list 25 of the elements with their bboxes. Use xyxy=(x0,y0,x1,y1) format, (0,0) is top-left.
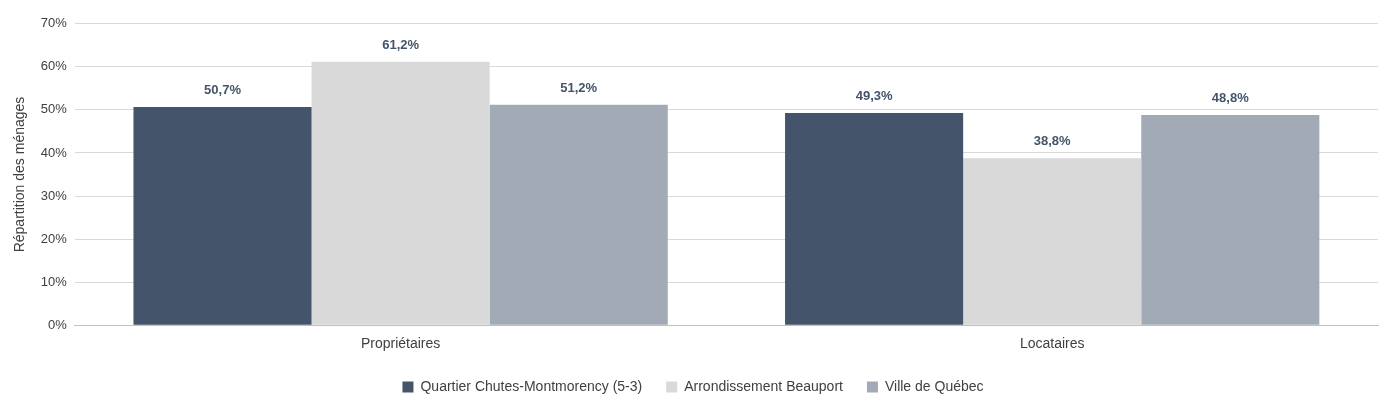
legend-label: Ville de Québec xyxy=(884,377,984,394)
y-tick-label: 40% xyxy=(40,144,68,160)
data-label: 38,8% xyxy=(1033,133,1072,149)
bar xyxy=(489,104,668,325)
x-tick-label: Locataires xyxy=(1019,335,1085,352)
y-tick-label: 0% xyxy=(48,316,68,332)
data-label: 61,2% xyxy=(382,36,420,52)
x-tick-label: Propriétaires xyxy=(360,335,441,352)
y-tick-label: 10% xyxy=(40,273,68,289)
y-tick-label: 30% xyxy=(40,187,68,203)
y-tick-label: 20% xyxy=(40,230,68,246)
data-label: 50,7% xyxy=(204,81,242,97)
bar xyxy=(1141,115,1320,325)
y-tick-label: 70% xyxy=(40,15,68,31)
data-label: 48,8% xyxy=(1211,90,1250,106)
legend-label: Quartier Chutes-Montmorency (5-3) xyxy=(420,377,643,394)
bar xyxy=(963,158,1142,325)
data-label: 49,3% xyxy=(855,88,893,104)
legend-label: Arrondissement Beauport xyxy=(684,377,844,394)
y-axis-title: Répartition des ménages xyxy=(11,96,28,253)
y-tick-label: 50% xyxy=(40,101,68,117)
bar xyxy=(133,106,312,325)
bar xyxy=(785,112,964,325)
y-tick-label: 60% xyxy=(40,58,68,74)
data-label: 51,2% xyxy=(560,79,598,95)
